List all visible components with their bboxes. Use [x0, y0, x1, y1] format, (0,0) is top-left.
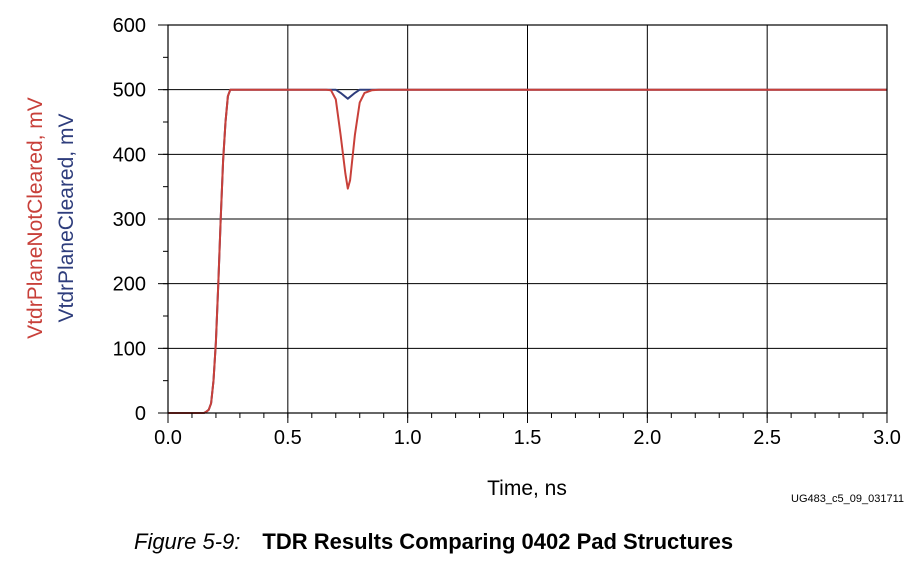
y-tick-label: 0 [135, 403, 146, 425]
figure-caption: Figure 5-9: TDR Results Comparing 0402 Pa… [134, 529, 733, 555]
x-axis-title: Time, ns [487, 477, 567, 500]
y-tick-label: 600 [113, 15, 146, 37]
y-axis-title-cleared: VtdrPlaneCleared, mV [55, 114, 78, 323]
caption-title: TDR Results Comparing 0402 Pad Structure… [262, 529, 734, 554]
x-tick-label: 2.0 [633, 427, 661, 449]
x-tick-label: 2.5 [753, 427, 781, 449]
x-tick-label: 1.0 [394, 427, 422, 449]
y-tick-label: 400 [113, 144, 146, 166]
figure-id-label: UG483_c5_09_031711 [791, 493, 904, 505]
y-tick-label: 500 [113, 80, 146, 102]
series-line-vtdrplanenotcleared [168, 88, 887, 414]
x-tick-label: 0.0 [154, 427, 182, 449]
tdr-chart: 0.0 0.5 1.0 1.5 2.0 2.5 3.0 0 100 200 300 400 500 600… [24, 15, 904, 505]
x-tick-label: 3.0 [873, 427, 901, 449]
grid [167, 24, 888, 414]
caption-figure-number: Figure 5-9: [134, 529, 241, 554]
axis-ticks [158, 24, 888, 423]
y-tick-label: 300 [113, 209, 146, 231]
y-axis-title-not-cleared: VtdrPlaneNotCleared, mV [24, 97, 47, 339]
x-tick-label: 1.5 [514, 427, 542, 449]
series-lines [168, 88, 887, 414]
x-tick-label: 0.5 [274, 427, 302, 449]
tick-labels: 0.0 0.5 1.0 1.5 2.0 2.5 3.0 0 100 200 300 400 500 600 [113, 15, 901, 449]
y-tick-label: 100 [113, 338, 146, 360]
y-tick-label: 200 [113, 274, 146, 296]
